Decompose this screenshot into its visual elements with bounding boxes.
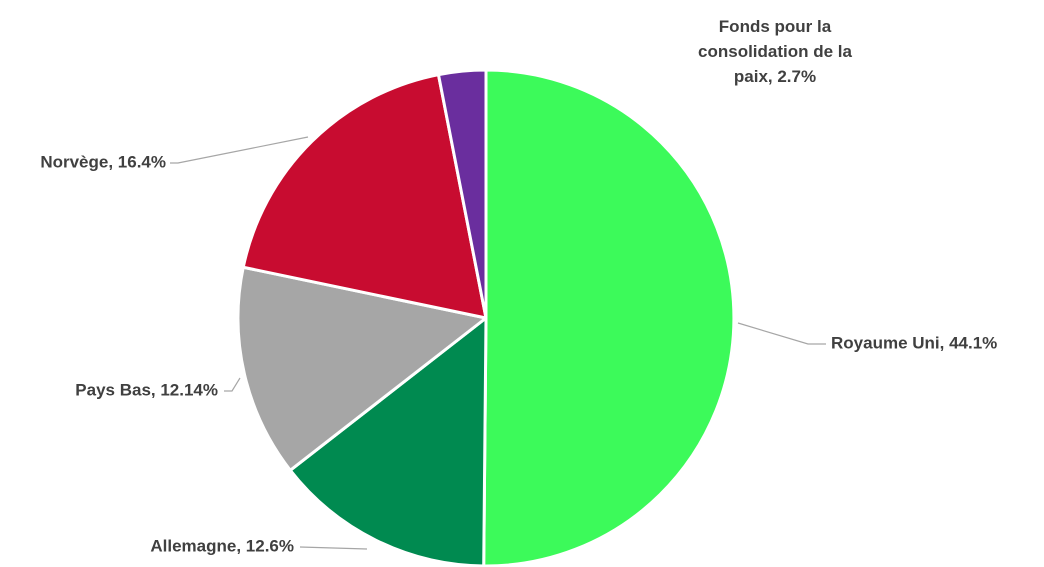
data-label-1: Allemagne, 12.6% [150, 536, 294, 555]
pie-slice-4 [436, 68, 488, 320]
pie-slice-0 [482, 68, 736, 567]
pie-slice-2 [236, 265, 488, 472]
leader-lines [170, 136, 826, 550]
leader-line-2 [224, 377, 241, 392]
data-label-4: Fonds pour la consolidation de la paix, 2.… [698, 17, 853, 86]
data-label-3: Norvège, 16.4% [40, 152, 166, 171]
data-label-0: Royaume Uni, 44.1% [831, 333, 997, 352]
pie-slices [236, 68, 736, 567]
data-labels: Royaume Uni, 44.1% Allemagne, 12.6% Pays B… [40, 17, 997, 555]
pie-slice-1 [288, 316, 488, 567]
leader-line-0 [737, 322, 826, 345]
leader-line-1 [299, 546, 368, 550]
leader-line-3 [170, 136, 309, 164]
pie-slice-3 [241, 73, 488, 320]
data-label-2: Pays Bas, 12.14% [75, 380, 218, 399]
